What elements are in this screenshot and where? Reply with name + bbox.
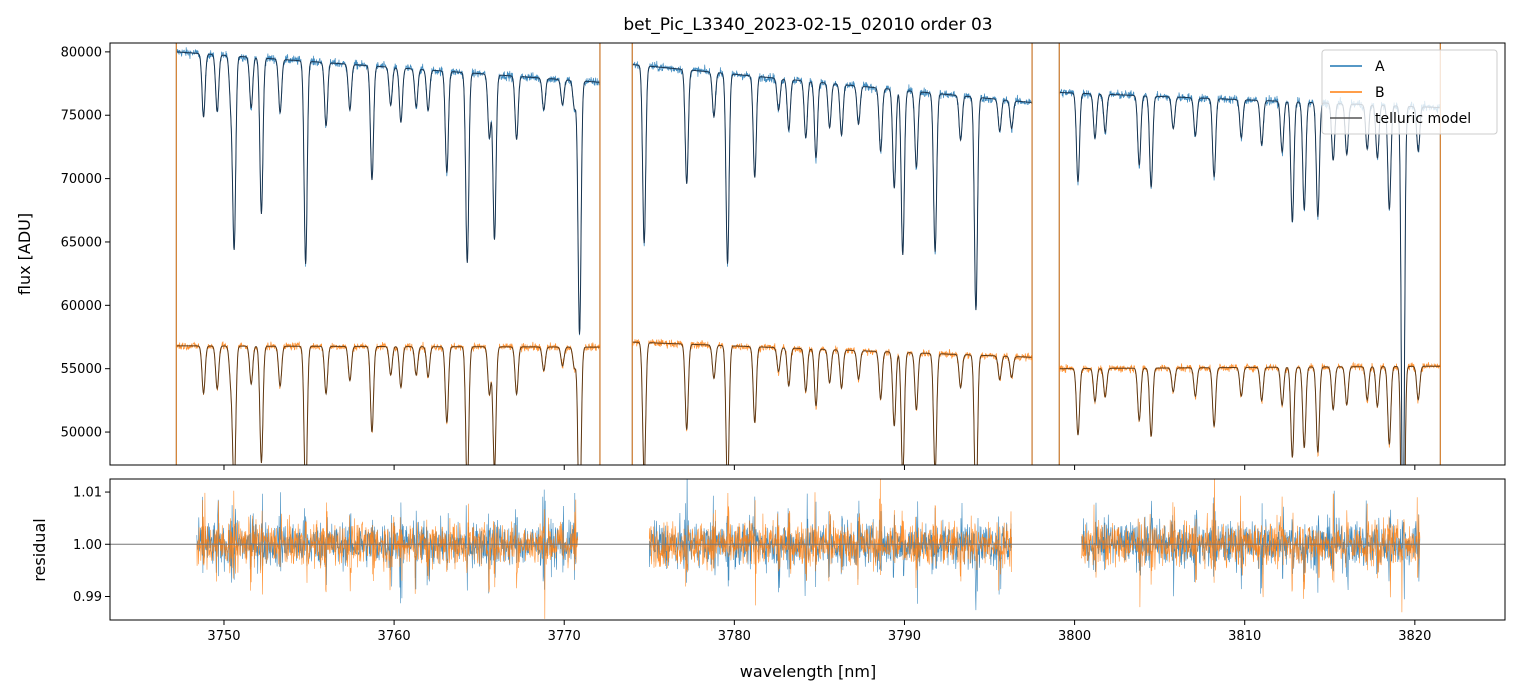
x-tick-label: 3760 bbox=[378, 629, 411, 644]
x-tick-label: 3810 bbox=[1228, 629, 1261, 644]
legend-label-a: A bbox=[1375, 59, 1385, 75]
residual-b-segment-2 bbox=[649, 479, 1012, 606]
flux-y-axis-label: flux [ADU] bbox=[15, 213, 34, 295]
residual-b-segment-3 bbox=[1081, 479, 1421, 613]
legend: A B telluric model bbox=[1321, 49, 1498, 135]
legend-frame bbox=[1321, 49, 1498, 135]
residual-y-axis-label: residual bbox=[30, 518, 49, 581]
flux-y-tick-label: 65000 bbox=[61, 235, 102, 250]
series-b-model-segment-1 bbox=[176, 345, 600, 465]
series-b-model-segment-3 bbox=[1059, 365, 1441, 465]
series-a-spectrum-segment-3 bbox=[1059, 88, 1441, 465]
series-b-model-segment-2 bbox=[632, 341, 1033, 465]
series-a-model-segment-1 bbox=[176, 51, 600, 335]
flux-y-tick-label: 50000 bbox=[61, 426, 102, 441]
residual-plot-area bbox=[110, 479, 1505, 619]
series-a-spectrum-segment-1 bbox=[175, 47, 601, 336]
flux-panel: 50000 55000 60000 65000 70000 75000 80000 flux… bbox=[15, 42, 1506, 470]
x-tick-label: 3820 bbox=[1398, 629, 1431, 644]
flux-y-tick-label: 70000 bbox=[61, 172, 102, 187]
x-tick-label: 3750 bbox=[207, 629, 240, 644]
residual-axes-frame bbox=[109, 478, 1506, 621]
flux-y-tick-label: 55000 bbox=[61, 362, 102, 377]
flux-ticks: 50000 55000 60000 65000 70000 75000 80000 bbox=[61, 45, 1416, 470]
series-a-model-segment-3 bbox=[1059, 91, 1441, 465]
residual-y-tick-label: 1.00 bbox=[73, 538, 102, 553]
residual-ticks: 0.99 1.00 1.01 3750 3760 3770 3780 3790 3800 3810… bbox=[73, 486, 1431, 644]
x-tick-label: 3800 bbox=[1058, 629, 1091, 644]
flux-y-tick-label: 60000 bbox=[61, 299, 102, 314]
residual-y-tick-label: 1.01 bbox=[73, 486, 102, 501]
legend-label-b: B bbox=[1375, 85, 1385, 101]
x-tick-label: 3770 bbox=[548, 629, 581, 644]
x-tick-label: 3780 bbox=[718, 629, 751, 644]
flux-plot-area bbox=[175, 43, 1441, 465]
residual-panel: 0.99 1.00 1.01 3750 3760 3770 3780 3790 3800 3810… bbox=[30, 478, 1506, 681]
series-b-spectrum-segment-1 bbox=[175, 341, 601, 465]
x-axis-label: wavelength [nm] bbox=[740, 662, 877, 681]
flux-y-tick-label: 75000 bbox=[61, 109, 102, 124]
series-a-model-segment-2 bbox=[632, 64, 1033, 311]
x-tick-label: 3790 bbox=[888, 629, 921, 644]
flux-axes-frame bbox=[109, 42, 1506, 466]
chart-title: bet_Pic_L3340_2023-02-15_02010 order 03 bbox=[623, 15, 992, 35]
residual-y-tick-label: 0.99 bbox=[73, 590, 102, 605]
residual-b-segment-1 bbox=[196, 490, 579, 619]
flux-y-tick-label: 80000 bbox=[61, 45, 102, 60]
legend-label-model: telluric model bbox=[1375, 111, 1471, 127]
